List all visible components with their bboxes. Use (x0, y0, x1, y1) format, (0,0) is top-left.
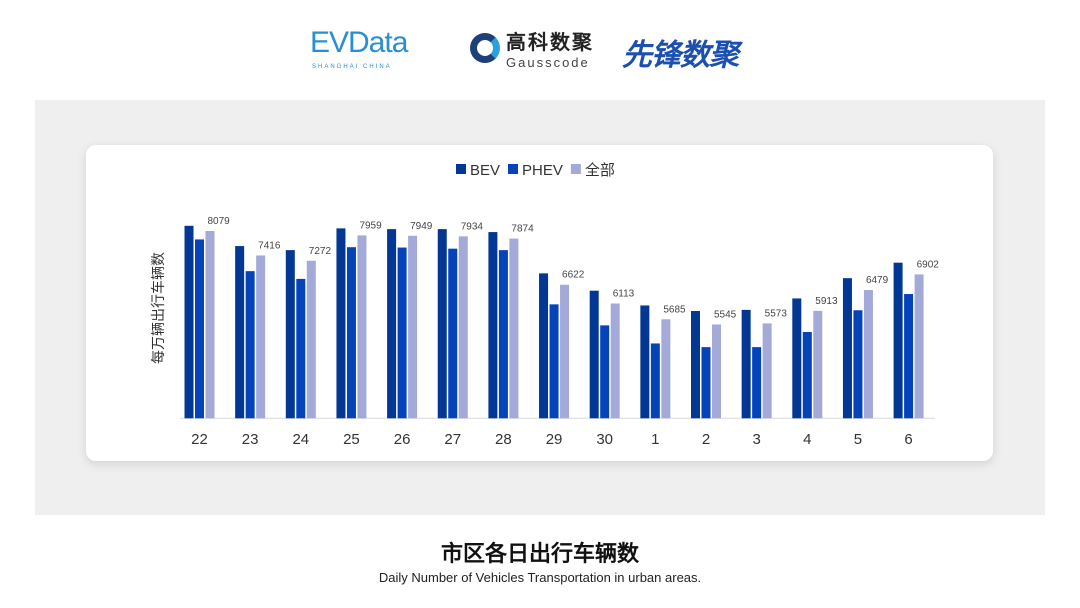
evdata-logo-text: EVData (310, 26, 408, 59)
data-label-29: 6622 (562, 270, 585, 281)
legend-swatch-BEV (456, 164, 466, 174)
bar-BEV-4 (792, 298, 802, 419)
bar-PHEV-1 (650, 343, 660, 419)
bar-全部-29 (560, 284, 570, 419)
gausscode-logo: 高科数聚 Gausscode (470, 26, 594, 70)
data-label-28: 7874 (511, 224, 534, 235)
bar-PHEV-5 (853, 310, 863, 419)
bar-全部-26 (408, 235, 418, 419)
bar-全部-5 (863, 290, 873, 419)
data-label-22: 8079 (208, 216, 231, 227)
bar-PHEV-3 (752, 347, 762, 419)
x-tick-label: 6 (904, 431, 912, 448)
x-tick-label: 24 (292, 431, 309, 448)
bar-全部-2 (712, 324, 721, 419)
bar-全部-4 (813, 310, 823, 419)
data-label-6: 6902 (917, 259, 940, 270)
bar-全部-27 (458, 236, 468, 419)
bar-BEV-26 (387, 229, 397, 419)
legend-swatch-PHEV (508, 164, 519, 174)
bar-BEV-27 (437, 229, 447, 419)
gausscode-mark-icon (470, 33, 500, 63)
data-label-24: 7272 (309, 246, 332, 257)
x-tick-label: 3 (752, 431, 760, 448)
data-label-27: 7934 (461, 221, 484, 232)
y-axis-label: 每万辆出行车辆数 (150, 252, 166, 364)
legend-label-BEV: BEV (470, 162, 500, 179)
x-tick-label: 5 (854, 431, 862, 448)
bar-PHEV-6 (904, 294, 914, 419)
x-tick-label: 1 (651, 431, 659, 448)
bar-PHEV-23 (245, 271, 255, 419)
bar-全部-22 (205, 231, 215, 419)
data-label-3: 5573 (765, 308, 788, 319)
logo-bar: EVData SHANGHAI CHINA 高科数聚 Gausscode 先锋数聚 (0, 26, 1080, 76)
bar-PHEV-28 (498, 250, 508, 419)
data-label-1: 5685 (663, 304, 686, 315)
bar-全部-1 (661, 319, 671, 419)
bar-全部-25 (357, 235, 367, 419)
data-label-25: 7959 (359, 220, 382, 231)
legend-label-全部: 全部 (585, 161, 615, 179)
bar-全部-3 (762, 323, 772, 419)
bar-全部-24 (306, 260, 316, 419)
gausscode-en: Gausscode (506, 55, 590, 70)
bar-PHEV-24 (296, 278, 306, 419)
x-tick-label: 30 (596, 431, 613, 448)
bar-全部-28 (509, 238, 519, 419)
bar-BEV-30 (589, 290, 599, 419)
bar-BEV-22 (184, 225, 194, 419)
x-tick-label: 2 (702, 431, 710, 448)
bar-全部-30 (610, 303, 620, 419)
bar-BEV-5 (842, 278, 852, 419)
legend-swatch-全部 (570, 164, 581, 174)
bar-BEV-29 (539, 273, 549, 419)
bar-PHEV-25 (346, 247, 356, 419)
bar-BEV-2 (691, 310, 700, 419)
bar-BEV-1 (640, 305, 650, 419)
x-tick-label: 27 (444, 431, 461, 448)
x-tick-label: 4 (803, 431, 811, 448)
data-label-5: 6479 (866, 275, 889, 286)
bar-PHEV-27 (448, 248, 458, 419)
bar-PHEV-4 (802, 332, 812, 419)
chart-subtitle: Daily Number of Vehicles Transportation … (378, 570, 702, 585)
evdata-logo-sub: SHANGHAI CHINA (312, 64, 392, 70)
chart-title: 市区各日出行车辆数 (440, 541, 639, 566)
bar-PHEV-30 (600, 325, 610, 419)
x-tick-label: 22 (191, 431, 208, 448)
x-tick-label: 26 (394, 431, 411, 448)
data-label-30: 6113 (613, 289, 635, 300)
bar-BEV-6 (893, 262, 903, 419)
x-tick-label: 23 (242, 431, 259, 448)
bar-PHEV-29 (549, 304, 559, 419)
legend-label-PHEV: PHEV (522, 162, 563, 179)
bar-BEV-28 (488, 232, 498, 419)
bar-BEV-23 (235, 246, 245, 419)
data-label-2: 5545 (714, 309, 737, 320)
bar-PHEV-22 (195, 239, 204, 419)
evdata-logo: EVData SHANGHAI CHINA (310, 26, 408, 70)
bar-全部-23 (256, 255, 266, 419)
data-label-4: 5913 (815, 296, 838, 307)
bar-PHEV-26 (397, 247, 407, 419)
data-label-23: 7416 (258, 240, 281, 251)
bar-全部-6 (914, 274, 924, 419)
bar-BEV-24 (285, 250, 295, 419)
bar-BEV-25 (336, 228, 346, 419)
x-tick-label: 29 (546, 431, 563, 448)
x-tick-label: 25 (343, 431, 360, 448)
bar-BEV-3 (741, 309, 751, 419)
x-tick-label: 28 (495, 431, 512, 448)
bar-PHEV-2 (701, 347, 711, 419)
xianfeng-logo: 先锋数聚 (622, 39, 739, 72)
gausscode-cn: 高科数聚 (506, 32, 594, 54)
data-label-26: 7949 (410, 221, 433, 232)
